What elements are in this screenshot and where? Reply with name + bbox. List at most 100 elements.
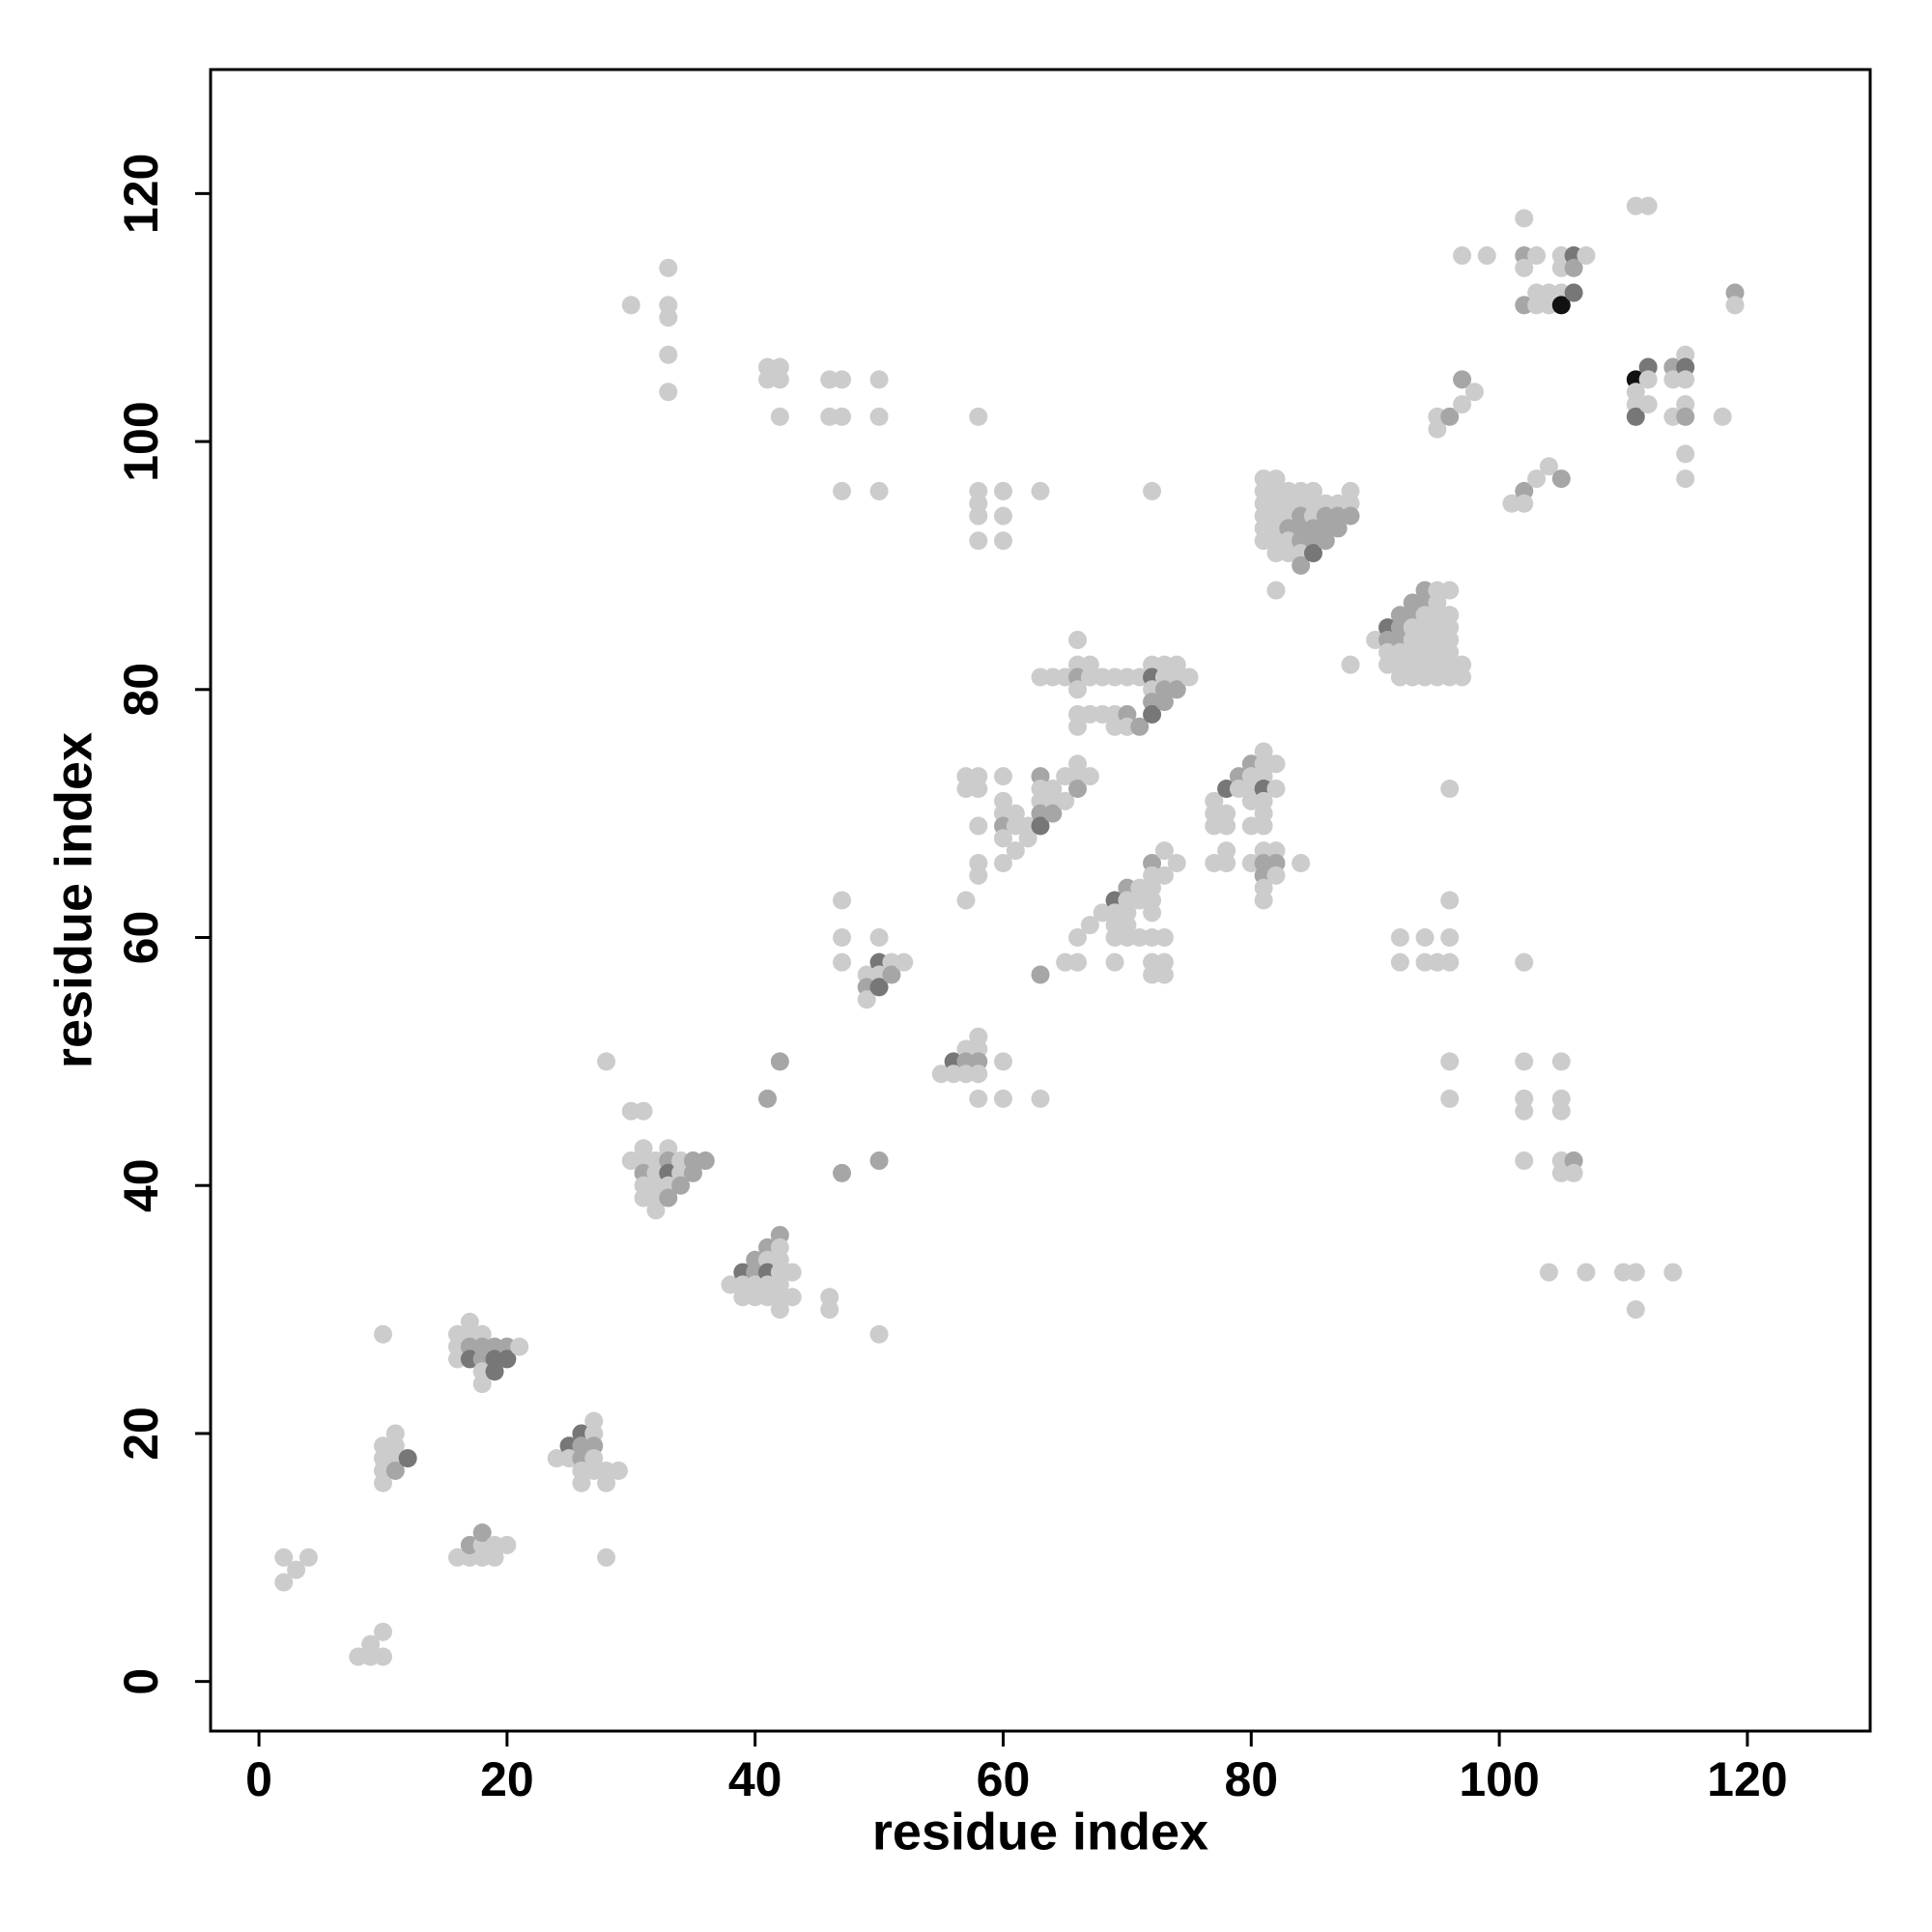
point [1105, 952, 1124, 972]
point [1440, 581, 1460, 600]
point [1551, 296, 1571, 315]
x-tick-label: 100 [1459, 1752, 1539, 1806]
point [1539, 1263, 1558, 1282]
point [820, 1300, 839, 1320]
point [497, 1535, 517, 1554]
point [993, 829, 1012, 848]
point [1217, 816, 1236, 836]
point [1551, 1052, 1571, 1071]
point [597, 1052, 616, 1071]
point [1292, 853, 1311, 872]
point [1453, 395, 1472, 414]
point [385, 1461, 405, 1480]
point [1440, 779, 1460, 798]
point [969, 779, 988, 798]
point [1143, 481, 1162, 500]
point [1217, 853, 1236, 872]
point [1453, 668, 1472, 687]
point [361, 1634, 381, 1654]
point [373, 1473, 392, 1492]
point [1292, 555, 1311, 575]
point [1440, 1089, 1460, 1108]
point [274, 1573, 294, 1592]
point [1676, 469, 1695, 489]
point [1154, 965, 1174, 984]
point [869, 1324, 889, 1344]
point [1068, 717, 1088, 736]
point [993, 1089, 1012, 1108]
point [1464, 383, 1484, 402]
point [1415, 928, 1435, 948]
point [833, 407, 852, 426]
point [1031, 816, 1050, 836]
point [1031, 965, 1050, 984]
point [696, 1151, 715, 1171]
point [1515, 952, 1534, 972]
point [373, 1324, 392, 1344]
point [1515, 1101, 1534, 1121]
point [895, 952, 914, 972]
point [1056, 791, 1075, 810]
point [1515, 494, 1534, 513]
point [659, 258, 678, 277]
point [1577, 1263, 1596, 1282]
point [758, 1089, 778, 1108]
point [597, 1548, 616, 1567]
point [298, 1548, 318, 1567]
point [659, 383, 678, 402]
point [1390, 928, 1409, 948]
point [1154, 693, 1174, 712]
point [969, 816, 988, 836]
point [1577, 246, 1596, 266]
point [1527, 246, 1547, 266]
point [770, 1052, 789, 1071]
point [1626, 1263, 1645, 1282]
point [833, 370, 852, 389]
point [782, 1263, 802, 1282]
point [1167, 853, 1186, 872]
point [1390, 952, 1409, 972]
point [1154, 866, 1174, 885]
point [1031, 1089, 1050, 1108]
point [1143, 903, 1162, 923]
point [1638, 370, 1658, 389]
point [472, 1375, 492, 1394]
point [274, 1548, 294, 1567]
x-axis-label: residue index [872, 1803, 1208, 1861]
point [833, 891, 852, 910]
point [969, 531, 988, 551]
point [1154, 928, 1174, 948]
point [1179, 668, 1199, 687]
point [993, 1052, 1012, 1071]
point [1080, 767, 1099, 786]
point [993, 506, 1012, 526]
point [1551, 469, 1571, 489]
point [969, 506, 988, 526]
point [659, 308, 678, 327]
point [646, 1201, 666, 1220]
point [857, 990, 876, 1009]
point [572, 1473, 591, 1492]
point [1725, 296, 1745, 315]
point [1663, 1263, 1683, 1282]
point [671, 1176, 691, 1195]
point [969, 407, 988, 426]
point [373, 1647, 392, 1666]
point [969, 866, 988, 885]
point [993, 531, 1012, 551]
point [869, 481, 889, 500]
point [1130, 717, 1150, 736]
point [1453, 370, 1472, 389]
x-tick-label: 40 [728, 1752, 782, 1806]
y-tick-label: 0 [114, 1668, 168, 1695]
point [770, 370, 789, 389]
point [1080, 916, 1099, 935]
x-tick-label: 80 [1224, 1752, 1278, 1806]
point [1676, 444, 1695, 464]
point [993, 767, 1012, 786]
x-tick-label: 60 [977, 1752, 1031, 1806]
y-tick-label: 60 [114, 911, 168, 965]
x-tick-label: 0 [245, 1752, 272, 1806]
point [1515, 209, 1534, 228]
